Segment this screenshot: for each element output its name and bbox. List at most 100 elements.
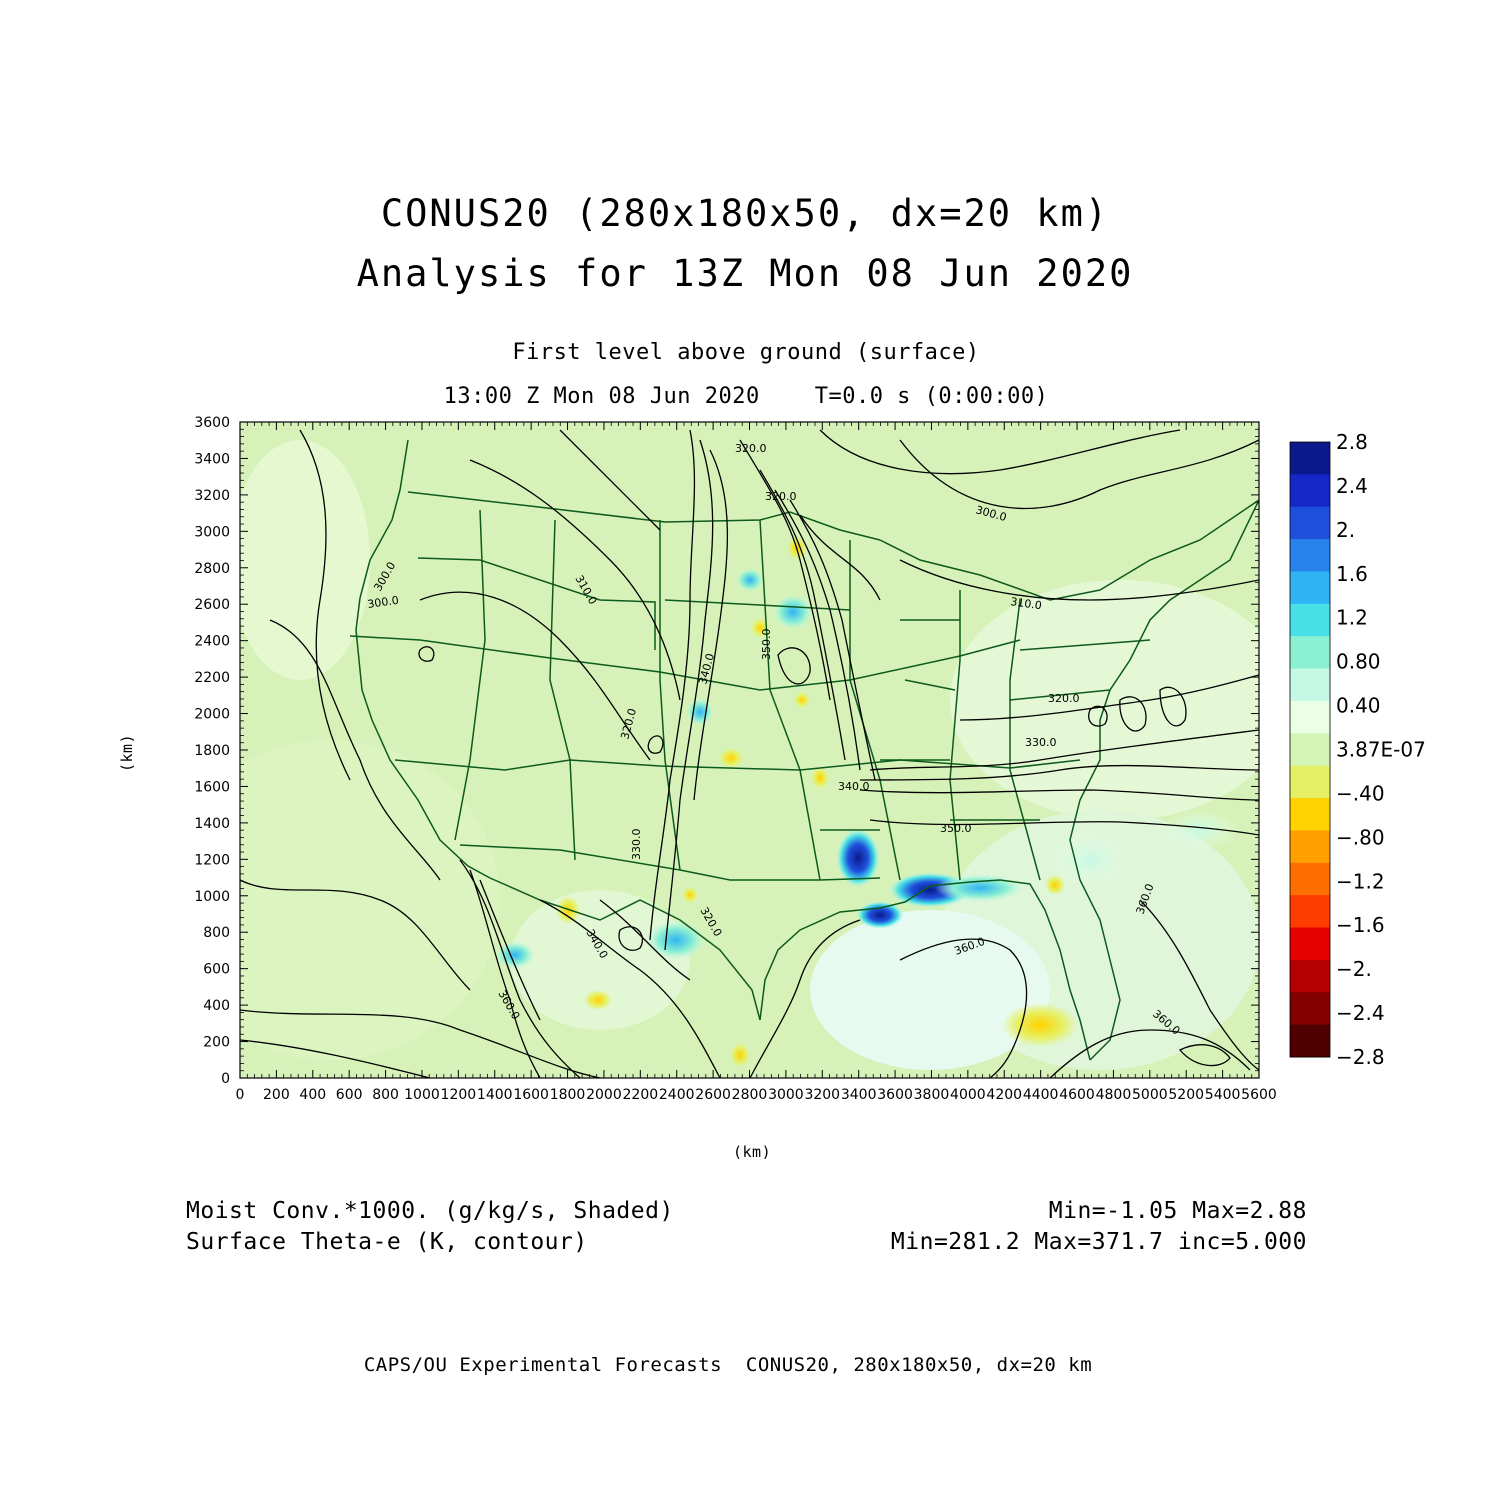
shaded-field xyxy=(240,440,1259,1070)
contour-label: 360.0 xyxy=(1150,1007,1182,1037)
y-tick-label: 2000 xyxy=(194,707,230,723)
colorbar-swatch xyxy=(1290,765,1330,799)
contour-label: 300.0 xyxy=(974,503,1008,524)
time-subtitle: 13:00 Z Mon 08 Jun 2020 T=0.0 s (0:00:00… xyxy=(443,384,1049,409)
contour-label: 340.0 xyxy=(696,652,717,686)
contour-label: 360.0 xyxy=(495,988,522,1022)
x-tick-label: 800 xyxy=(372,1087,399,1103)
x-tick-label: 200 xyxy=(263,1087,290,1103)
contour-label: 350.0 xyxy=(760,629,773,661)
x-tick-label: 400 xyxy=(299,1087,326,1103)
x-axis-label: (km) xyxy=(733,1143,772,1161)
contour-label: 340.0 xyxy=(838,780,870,793)
colorbar-swatch xyxy=(1290,862,1330,896)
footer-credit: CAPS/OU Experimental Forecasts CONUS20, … xyxy=(363,1354,1093,1376)
x-tick-label: 4000 xyxy=(950,1087,986,1103)
colorbar-label: 0.80 xyxy=(1336,650,1381,674)
colorbar-swatch xyxy=(1290,442,1330,475)
contour-label: 300.0 xyxy=(367,594,400,611)
colorbar-swatch xyxy=(1290,895,1330,929)
colorbar-label: 2. xyxy=(1336,518,1355,542)
level-subtitle: First level above ground (surface) xyxy=(512,340,980,365)
gulf-coast xyxy=(759,879,1091,1061)
colorbar-label: 1.2 xyxy=(1336,606,1368,630)
x-tick-label: 2800 xyxy=(732,1087,768,1103)
contour-label: 330.0 xyxy=(630,829,643,861)
shaded-field-legend: Moist Conv.*1000. (g/kg/s, Shaded) xyxy=(186,1198,674,1224)
colorbar-swatch xyxy=(1290,474,1330,508)
colorbar-swatch xyxy=(1290,959,1330,993)
y-axis: 0 200 400 600 800 1000 1200 1400 1600 1800 2000 220… xyxy=(194,415,1259,1087)
x-tick-label: 4200 xyxy=(986,1087,1022,1103)
y-tick-label: 1400 xyxy=(194,816,230,832)
x-tick-label: 5000 xyxy=(1132,1087,1168,1103)
colorbar-swatch xyxy=(1290,927,1330,961)
colorbar-frame xyxy=(1289,441,1331,1058)
y-tick-label: 3000 xyxy=(194,524,230,540)
map-boundaries xyxy=(349,439,1259,1061)
contour-min-max: Min=281.2 Max=371.7 inc=5.000 xyxy=(890,1229,1307,1255)
colorbar-label: −1.6 xyxy=(1336,913,1385,937)
colorbar-swatch xyxy=(1290,830,1330,864)
colorbar-swatch xyxy=(1290,603,1330,637)
colorbar-label: 2.4 xyxy=(1336,474,1368,498)
y-tick-label: 2600 xyxy=(194,597,230,613)
contour-label: 320.0 xyxy=(1048,692,1080,705)
contour-label: 340.0 xyxy=(583,927,610,961)
x-tick-label: 4400 xyxy=(1023,1087,1059,1103)
x-tick-label: 4800 xyxy=(1096,1087,1132,1103)
atlantic-coast xyxy=(1069,499,1259,1061)
colorbar-label: −2.4 xyxy=(1336,1001,1385,1025)
colorbar-swatch xyxy=(1290,571,1330,605)
y-tick-label: 3600 xyxy=(194,415,230,431)
y-tick-label: 3200 xyxy=(194,488,230,504)
colorbar-swatch xyxy=(1290,668,1330,702)
x-tick-label: 3000 xyxy=(768,1087,804,1103)
colorbar: 2.8 2.4 2. 1.6 1.2 0.80 0.40 3.87E-07 −.40 −.80 −1… xyxy=(1289,430,1426,1069)
shaded-min-max: Min=-1.05 Max=2.88 xyxy=(1048,1198,1307,1224)
colorbar-label: −2.8 xyxy=(1336,1045,1385,1069)
y-tick-label: 1600 xyxy=(194,779,230,795)
x-tick-label: 1600 xyxy=(513,1087,549,1103)
contour-label: 320.0 xyxy=(765,490,797,503)
contour-label: 350.0 xyxy=(940,822,972,835)
y-tick-label: 1200 xyxy=(194,852,230,868)
colorbar-swatch xyxy=(1290,506,1330,540)
y-tick-label: 1000 xyxy=(194,889,230,905)
x-tick-label: 600 xyxy=(336,1087,363,1103)
colorbar-swatch xyxy=(1290,636,1330,670)
great-lakes-border xyxy=(879,499,1259,601)
x-tick-label: 2000 xyxy=(586,1087,622,1103)
california-coast xyxy=(355,597,491,879)
y-tick-label: 0 xyxy=(221,1071,230,1087)
x-tick-label: 3800 xyxy=(914,1087,950,1103)
y-axis-label: (km) xyxy=(118,733,136,772)
theta-e-contours xyxy=(240,429,1259,1078)
y-tick-label: 200 xyxy=(203,1035,230,1051)
x-tick-label: 3400 xyxy=(841,1087,877,1103)
y-tick-label: 600 xyxy=(203,962,230,978)
x-tick-label: 3600 xyxy=(877,1087,913,1103)
colorbar-label: 1.6 xyxy=(1336,562,1368,586)
x-tick-label: 2200 xyxy=(623,1087,659,1103)
y-tick-label: 1800 xyxy=(194,743,230,759)
contour-label: 320.0 xyxy=(618,707,639,741)
analysis-time-title: Analysis for 13Z Mon 08 Jun 2020 xyxy=(356,252,1134,295)
colorbar-swatch xyxy=(1290,733,1330,767)
contour-label: 330.0 xyxy=(1025,736,1057,749)
x-tick-label: 5400 xyxy=(1205,1087,1241,1103)
colorbar-swatch xyxy=(1290,1024,1330,1058)
pacific-coast xyxy=(359,439,409,599)
mexico-border xyxy=(489,877,761,1021)
x-axis: 0 200 400 600 800 1000 1200 1400 1600 1800 2000 220… xyxy=(236,422,1277,1103)
contour-label: 300.0 xyxy=(371,560,398,594)
colorbar-swatch xyxy=(1290,798,1330,831)
x-tick-label: 3200 xyxy=(804,1087,840,1103)
colorbar-label: −.80 xyxy=(1336,825,1385,849)
y-tick-label: 2800 xyxy=(194,561,230,577)
y-tick-label: 2400 xyxy=(194,634,230,650)
contour-label: 320.0 xyxy=(735,442,767,455)
contour-label: 360.0 xyxy=(1134,882,1157,916)
x-tick-label: 2600 xyxy=(695,1087,731,1103)
x-tick-label: 4600 xyxy=(1059,1087,1095,1103)
